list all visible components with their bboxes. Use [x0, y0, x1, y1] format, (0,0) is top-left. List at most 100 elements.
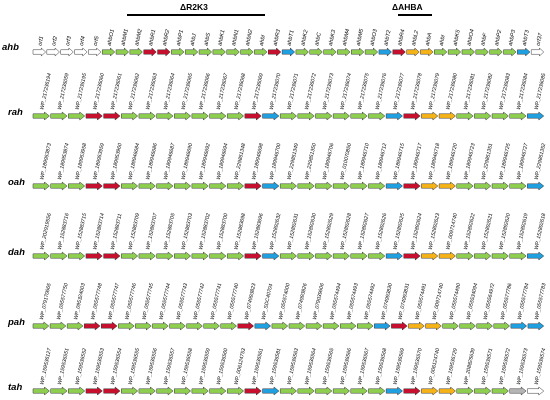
gene-arrow-dah-11 — [226, 251, 245, 261]
gene-arrow-oah-25 — [474, 181, 492, 191]
gene-arrow-rah-7 — [156, 111, 174, 121]
gene-id-ahb-7: ahbM2 — [134, 28, 144, 47]
gene-id-tah-23: WP_159536729 — [445, 348, 459, 386]
gene-arrow-pah-3 — [83, 321, 101, 331]
gene-id-tah-2: WP_159536552 — [75, 348, 89, 386]
gene-arrow-dah-8 — [173, 251, 192, 261]
gene-arrow-pah-6 — [135, 321, 152, 331]
gene-id-tah-21: WP_159536570 — [410, 348, 424, 386]
gene-id-rah-15: WP_217236072 — [304, 73, 318, 111]
gene-id-tah-28: WP_159536574 — [534, 348, 548, 386]
gene-arrow-pah-24 — [442, 321, 459, 331]
gene-id-tah-8: WP_159536558 — [181, 348, 195, 386]
gene-arrow-tah-19 — [368, 386, 386, 396]
gene-arrow-pah-23 — [425, 321, 442, 331]
gene-arrow-pah-27 — [493, 321, 511, 331]
gene-arrow-dah-12 — [244, 251, 262, 261]
gene-id-tah-13: WP_159536581 — [269, 348, 283, 386]
gene-arrow-ahb-2 — [60, 47, 74, 57]
gene-id-ahb-30: ahbK5 — [453, 28, 462, 46]
gene-id-pah-0: WP_079170665 — [39, 283, 53, 321]
gene-id-dah-8: WP_152883703 — [181, 213, 195, 251]
gene-id-ahb-18: ahbT1 — [286, 30, 295, 47]
gene-id-dah-12: WP_152883696 — [251, 213, 265, 251]
gene-arrow-tah-5 — [121, 386, 139, 396]
gene-arrow-tah-8 — [173, 386, 192, 396]
gene-id-dah-13: WP_152892632 — [269, 213, 283, 251]
gene-id-ahb-28: ahbA — [425, 32, 434, 46]
gene-id-dah-17: WP_152892628 — [339, 213, 353, 251]
gene-id-ahb-12: ahbS — [203, 32, 212, 46]
gene-id-tah-19: WP_159536568 — [375, 348, 389, 386]
gene-id-oah-14: WP_229851349 — [286, 143, 300, 181]
gene-id-pah-5: WP_055577746 — [124, 283, 138, 321]
cluster-label-dah: dah — [8, 247, 25, 258]
gene-id-rah-2: WP_217236195 — [75, 73, 89, 111]
gene-arrow-tah-6 — [138, 386, 156, 396]
gene-arrow-oah-9 — [191, 181, 209, 191]
gene-id-tah-24: WP_208825639 — [463, 348, 477, 386]
gene-arrow-oah-3 — [85, 181, 103, 191]
gene-arrow-oah-18 — [350, 181, 368, 191]
gene-arrow-oah-8 — [173, 181, 192, 191]
gene-id-oah-5: WP_189946684 — [128, 143, 142, 181]
gene-arrow-dah-6 — [138, 251, 156, 261]
gene-arrow-pah-28 — [510, 321, 528, 331]
gene-id-rah-0: WP_217236194 — [39, 73, 53, 111]
gene-arrow-oah-10 — [209, 181, 227, 191]
gene-id-dah-0: WP_202919556 — [39, 213, 53, 251]
cluster-label-ahb: ahb — [2, 42, 19, 53]
gene-id-dah-21: WP_152892624 — [410, 213, 424, 251]
gene-arrow-tah-9 — [191, 386, 209, 396]
gene-arrow-oah-22 — [421, 181, 439, 191]
gene-id-dah-7: WP_152883705 — [163, 213, 177, 251]
gene-arrow-ahb-25 — [378, 47, 392, 57]
gene-id-oah-3: WP_189953959 — [92, 143, 106, 181]
gene-arrow-oah-15 — [297, 181, 315, 191]
gene-arrow-rah-27 — [509, 111, 527, 121]
gene-arrow-oah-6 — [138, 181, 156, 191]
gene-arrow-oah-26 — [491, 181, 509, 191]
gene-id-rah-7: WP_217236064 — [163, 73, 177, 111]
gene-id-tah-26: WP_159536572 — [498, 348, 512, 386]
gene-id-pah-12: WP_074993823 — [244, 283, 258, 321]
gene-id-pah-22: WP_055574491 — [414, 283, 428, 321]
gene-id-dah-2: WP_152883715 — [75, 213, 89, 251]
gene-arrow-dah-25 — [474, 251, 492, 261]
gene-arrow-ahb-3 — [74, 47, 88, 57]
gene-id-dah-3: WP_152883714 — [92, 213, 106, 251]
gene-id-ahb-1: orf2 — [51, 35, 59, 47]
gene-id-rah-3: WP_217236060 — [92, 73, 106, 111]
gene-arrow-ahb-20 — [309, 47, 323, 57]
gene-id-tah-22: WP_006124740 — [428, 348, 442, 386]
gene-arrow-ahb-35 — [517, 47, 531, 57]
gene-id-pah-4: WP_055577747 — [107, 282, 121, 321]
gene-arrow-tah-2 — [68, 386, 86, 396]
gene-id-ahb-0: orf1 — [37, 36, 45, 47]
gene-arrow-pah-0 — [32, 321, 50, 331]
gene-id-pah-23: WP_009714740 — [432, 283, 446, 321]
gene-arrow-oah-13 — [262, 181, 280, 191]
gene-id-oah-13: WP_189946700 — [269, 143, 283, 181]
gene-id-ahb-22: ahbM4 — [342, 28, 351, 46]
gene-id-tah-4: WP_159536554 — [110, 348, 124, 386]
gene-id-ahb-26: ahbR4 — [397, 29, 406, 46]
gene-arrow-tah-15 — [297, 386, 315, 396]
gene-id-tah-25: WP_159536571 — [481, 348, 495, 386]
gene-id-oah-2: WP_189953958 — [75, 143, 89, 181]
gene-id-pah-1: WP_055577750 — [56, 283, 70, 321]
ahba-deletion-bar — [398, 14, 432, 16]
gene-id-tah-15: WP_159536564 — [304, 348, 318, 386]
gene-arrow-pah-14 — [271, 321, 289, 331]
gene-id-pah-13: WP_SDC40704 — [261, 283, 275, 320]
gene-id-ahb-8: ahbR1 — [148, 29, 157, 46]
gene-arrow-rah-8 — [173, 111, 192, 121]
gene-id-ahb-31: ahbO4 — [466, 29, 475, 47]
gene-arrow-rah-24 — [456, 111, 474, 121]
gene-arrow-oah-16 — [315, 181, 333, 191]
gene-id-rah-13: WP_217236070 — [269, 73, 283, 111]
gene-arrow-rah-0 — [32, 111, 50, 121]
gene-arrow-ahb-1 — [46, 47, 60, 57]
gene-arrow-oah-2 — [68, 181, 86, 191]
gene-arrow-tah-3 — [85, 386, 103, 396]
